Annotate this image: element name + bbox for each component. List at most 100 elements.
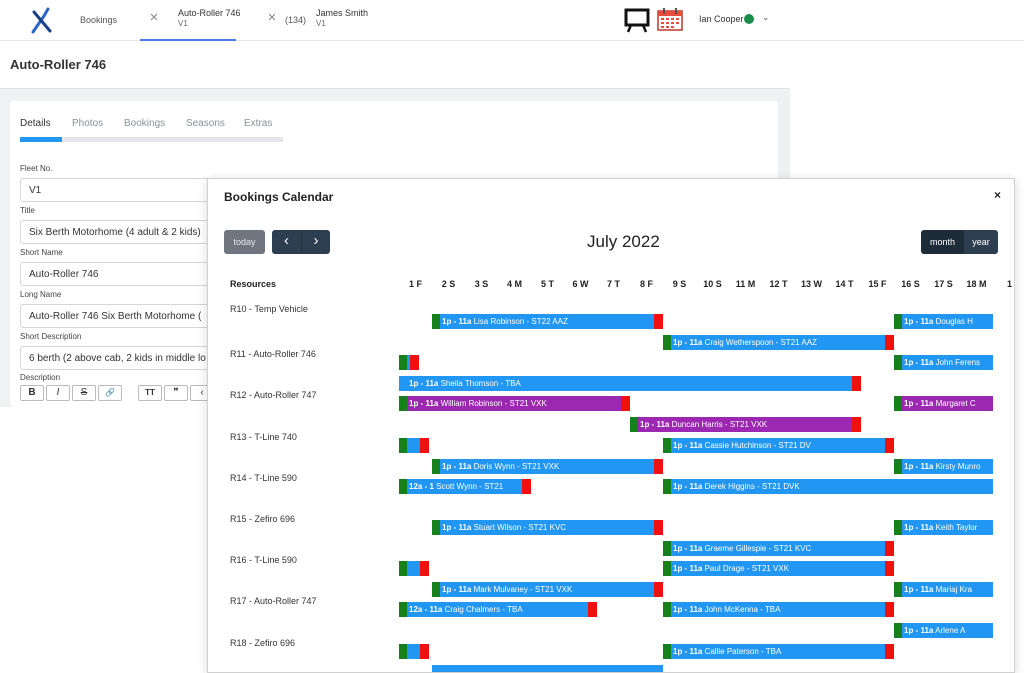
italic-icon[interactable]: I	[46, 385, 70, 401]
booking-event[interactable]: 1p - 11a Keith Taylor	[894, 520, 993, 535]
booking-event[interactable]: 1p - 11a Callie Paterson - TBA	[663, 643, 894, 659]
app-logo-icon[interactable]	[30, 6, 54, 34]
heading-icon[interactable]: TT	[138, 385, 162, 401]
booking-event[interactable]: 1p - 11a William Robinson - ST21 VXK	[399, 396, 630, 412]
booking-event[interactable]: 12a - 11a Craig Chalmers - TBA	[399, 602, 597, 618]
booking-event[interactable]: 1p - 11a Paul Drage - ST21 VXK	[663, 561, 894, 577]
booking-event[interactable]: 1p - 11a Mark Mulvaney - ST21 VXK	[432, 582, 663, 598]
booking-end-marker	[419, 561, 429, 577]
booking-start-marker	[894, 355, 902, 371]
description-label: Description	[20, 373, 61, 382]
booking-event[interactable]: 1p - 11a Margaret C	[894, 396, 993, 412]
chevron-down-icon[interactable]: ⌄	[762, 12, 770, 22]
close-icon[interactable]: ×	[994, 188, 1002, 202]
booking-label: 1p - 11a Paul Drage - ST21 VXK	[673, 564, 790, 574]
booking-event[interactable]: 1p - 11a Stuart Wilson - ST21 KVC	[432, 520, 663, 535]
calendar-icon[interactable]	[657, 8, 683, 31]
booking-event[interactable]: 1p - 11a Craig Wetherspoon - ST21 AAZ	[663, 335, 894, 350]
tab-auto-roller[interactable]: Auto-Roller 746 V1	[178, 8, 241, 40]
booking-event[interactable]: 1p - 11a John McKenna - TBA	[663, 602, 894, 618]
booking-event[interactable]	[399, 643, 429, 659]
booking-event[interactable]: 1p - 11a Derek Higgins - ST21 DVK	[663, 478, 993, 494]
booking-label: 1p - 11a Lisa Robinson - ST22 AAZ	[442, 317, 568, 326]
booking-event[interactable]: 1p - 11a John Ferens	[894, 355, 993, 371]
booking-start-marker	[432, 458, 440, 474]
resources-header: Resources	[230, 279, 277, 289]
subtab-track	[20, 137, 283, 142]
close-tab-icon[interactable]: ×	[267, 9, 277, 26]
next-month-button[interactable]: ›	[301, 230, 330, 254]
booking-label: 1p - 11a John McKenna - TBA	[673, 605, 781, 615]
booking-event[interactable]	[399, 355, 419, 371]
subtab-seasons[interactable]: Seasons	[186, 118, 225, 129]
booking-end-marker	[522, 478, 531, 494]
booking-event[interactable]: 1p - 11a Douglas H	[894, 314, 993, 329]
resource-label: R15 - Zefiro 696	[230, 514, 296, 524]
booking-start-marker	[630, 417, 638, 433]
previous-month-button[interactable]: ‹	[272, 230, 301, 254]
year-view-button[interactable]: year	[964, 230, 998, 254]
today-button[interactable]: today	[224, 230, 265, 254]
presentation-board-icon[interactable]	[624, 8, 650, 33]
booking-start-marker	[894, 458, 902, 474]
booking-event[interactable]: 1p - 11a Sheila Thomson - TBA	[399, 376, 861, 392]
user-name[interactable]: Ian Cooper	[699, 14, 744, 24]
link-icon[interactable]: 🔗	[98, 385, 122, 401]
booking-event[interactable]: 1p - 11a Duncan Harris - ST21 VXK	[630, 417, 861, 433]
strikethrough-icon[interactable]: S	[72, 385, 96, 401]
booking-event[interactable]: 1p - 11a Graeme Gillespie - ST21 KVC	[663, 541, 894, 556]
short-name-input[interactable]: Auto-Roller 746	[20, 262, 220, 286]
bold-icon[interactable]: B	[20, 385, 44, 401]
day-header: 1 F	[408, 279, 422, 289]
modal-title: Bookings Calendar	[224, 190, 334, 204]
tab-bookings[interactable]: Bookings	[80, 15, 118, 25]
short-description-label: Short Description	[20, 332, 82, 341]
online-status-icon	[744, 14, 754, 24]
day-header: 10 S	[703, 279, 722, 289]
booking-event[interactable]: 1p - 11a Kirsty Munro	[894, 458, 993, 474]
booking-event[interactable]: 1p - 11a Lisa Robinson - ST22 AAZ	[432, 314, 663, 329]
fleet-no-input[interactable]: V1	[20, 178, 220, 202]
booking-event[interactable]: 1p - 11a Cassie Hutchinson - ST21 DV	[663, 437, 894, 453]
booking-event[interactable]: 1p - 11a Mariaj Kra	[894, 582, 993, 598]
tab-james-smith[interactable]: James Smith V1	[316, 8, 368, 40]
booking-event[interactable]: 1p - 11a Arlene A	[894, 623, 993, 639]
booking-end-marker	[419, 437, 429, 453]
resource-label: R16 - T-Line 590	[230, 555, 297, 566]
quote-icon[interactable]: ❞	[164, 385, 188, 401]
subtab-bookings[interactable]: Bookings	[124, 118, 166, 129]
subtab-photos[interactable]: Photos	[72, 118, 104, 129]
booking-event[interactable]: 1p - 11a Doris Wynn - ST21 VXK	[432, 458, 663, 474]
booking-start-marker	[399, 396, 407, 412]
long-name-input[interactable]: Auto-Roller 746 Six Berth Motorhome (	[20, 304, 220, 328]
subtab-active-indicator	[20, 137, 62, 142]
booking-end-marker	[885, 643, 894, 659]
booking-event[interactable]	[432, 664, 663, 672]
subtab-extras[interactable]: Extras	[244, 118, 273, 129]
day-header: 9 S	[672, 279, 687, 289]
month-view-button[interactable]: month	[921, 230, 964, 254]
booking-start-marker	[663, 561, 671, 577]
booking-start-marker	[894, 582, 902, 598]
page-title: Auto-Roller 746	[10, 57, 107, 72]
booking-end-marker	[885, 541, 894, 556]
title-input[interactable]: Six Berth Motorhome (4 adult & 2 kids)	[20, 220, 220, 244]
booking-event[interactable]	[399, 437, 429, 453]
subtab-details[interactable]: Details	[20, 118, 51, 129]
booking-start-marker	[432, 314, 440, 329]
booking-event[interactable]	[399, 561, 429, 577]
booking-start-marker	[399, 643, 407, 659]
booking-start-marker	[894, 623, 902, 639]
day-header: 4 M	[506, 279, 522, 289]
tab-subtitle: V1	[316, 19, 326, 28]
short-description-input[interactable]: 6 berth (2 above cab, 2 kids in middle l…	[20, 346, 220, 370]
close-tab-icon[interactable]: ×	[149, 9, 159, 26]
booking-label: 12a - 11a Craig Chalmers - TBA	[409, 605, 523, 615]
booking-event[interactable]: 12a - 1 Scott Wynn - ST21	[399, 478, 531, 494]
booking-end-marker	[885, 437, 894, 453]
booking-end-marker	[852, 417, 861, 433]
booking-start-marker	[894, 520, 902, 535]
booking-label: 1p - 11a Graeme Gillespie - ST21 KVC	[673, 544, 812, 553]
day-header: 5 T	[540, 279, 554, 289]
booking-end-marker	[654, 458, 663, 474]
